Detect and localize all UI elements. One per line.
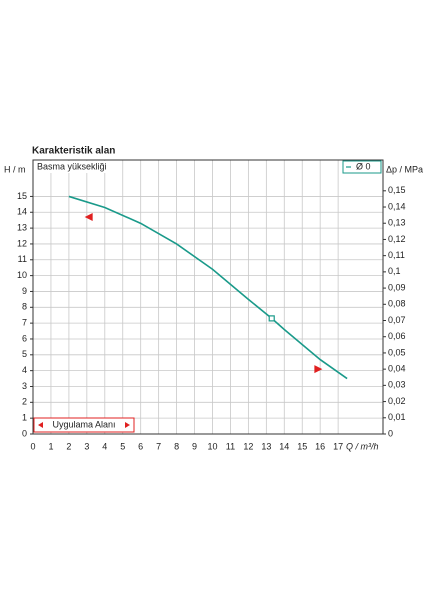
x-tick-label: 7 [156, 441, 161, 451]
y-tick-label: 1 [22, 413, 27, 423]
y2-tick-label: 0,13 [388, 218, 406, 228]
x-axis-label: Q / m³/h [346, 441, 379, 451]
y-axis-label: H / m [4, 164, 26, 174]
arrow-right [125, 422, 130, 428]
x-tick-label: 4 [102, 441, 107, 451]
curve [68, 195, 348, 380]
y2-tick-label: 0,15 [388, 185, 406, 195]
y-tick-label: 12 [17, 238, 27, 248]
x-tick-label: 2 [66, 441, 71, 451]
application-area-box [33, 417, 135, 433]
y2-tick-label: 0 [388, 428, 393, 438]
y2-tick-label: 0,12 [388, 234, 406, 244]
y-tick-label: 6 [22, 333, 27, 343]
range-marker [314, 365, 323, 374]
y2-tick-label: 0,05 [388, 347, 406, 357]
legend-entry: Ø 0 [356, 161, 371, 171]
y2-tick-label: 0,08 [388, 299, 406, 309]
plot-frame [32, 159, 384, 435]
y2-tick-label: 0,1 [388, 266, 401, 276]
x-tick-label: 1 [48, 441, 53, 451]
x-tick-label: 0 [30, 441, 35, 451]
y2-tick-label: 0,03 [388, 380, 406, 390]
application-area: Uygulama Alanı [52, 419, 115, 429]
y-tick-label: 8 [22, 302, 27, 312]
y-tick-label: 0 [22, 428, 27, 438]
y-tick-label: 14 [17, 207, 27, 217]
y-tick-label: 15 [17, 191, 27, 201]
arrow-left [38, 422, 43, 428]
x-tick-label: 11 [226, 441, 235, 451]
x-tick-label: 16 [315, 441, 325, 451]
y2-tick-label: 0,07 [388, 315, 406, 325]
y-tick-label: 10 [17, 270, 27, 280]
y-tick-label: 5 [22, 349, 27, 359]
y2-tick-label: 0,11 [388, 250, 405, 260]
x-tick-label: 8 [174, 441, 179, 451]
legend-box [342, 160, 382, 174]
x-tick-label: 3 [84, 441, 89, 451]
x-tick-label: 13 [261, 441, 271, 451]
y-tick-label: 11 [18, 254, 27, 264]
y-tick-label: 13 [17, 222, 27, 232]
x-tick-label: 9 [192, 441, 197, 451]
y-tick-label: 7 [22, 318, 27, 328]
y2-tick-label: 0,09 [388, 282, 406, 292]
y2-tick-label: 0,06 [388, 331, 406, 341]
x-tick-label: 12 [243, 441, 253, 451]
y2-tick-label: 0,14 [388, 201, 406, 211]
x-tick-label: 15 [297, 441, 307, 451]
y-tick-label: 3 [22, 381, 27, 391]
chart-title: Karakteristik alan [32, 146, 115, 157]
x-tick-label: 6 [138, 441, 143, 451]
y2-tick-label: 0,04 [388, 364, 406, 374]
x-tick-label: 5 [120, 441, 125, 451]
y-tick-label: 2 [22, 397, 27, 407]
operating-point [268, 315, 275, 322]
y2-tick-label: 0,01 [388, 412, 406, 422]
x-tick-label: 17 [333, 441, 343, 451]
y-tick-label: 4 [22, 365, 27, 375]
x-tick-label: 14 [279, 441, 289, 451]
subtitle-box [34, 161, 106, 173]
y2-axis-label: Δp / MPa [386, 164, 423, 174]
y-tick-label: 9 [22, 286, 27, 296]
x-tick-label: 10 [207, 441, 217, 451]
subtitle: Basma yüksekliği [37, 161, 107, 171]
range-marker [84, 213, 93, 222]
y2-tick-label: 0,02 [388, 396, 406, 406]
